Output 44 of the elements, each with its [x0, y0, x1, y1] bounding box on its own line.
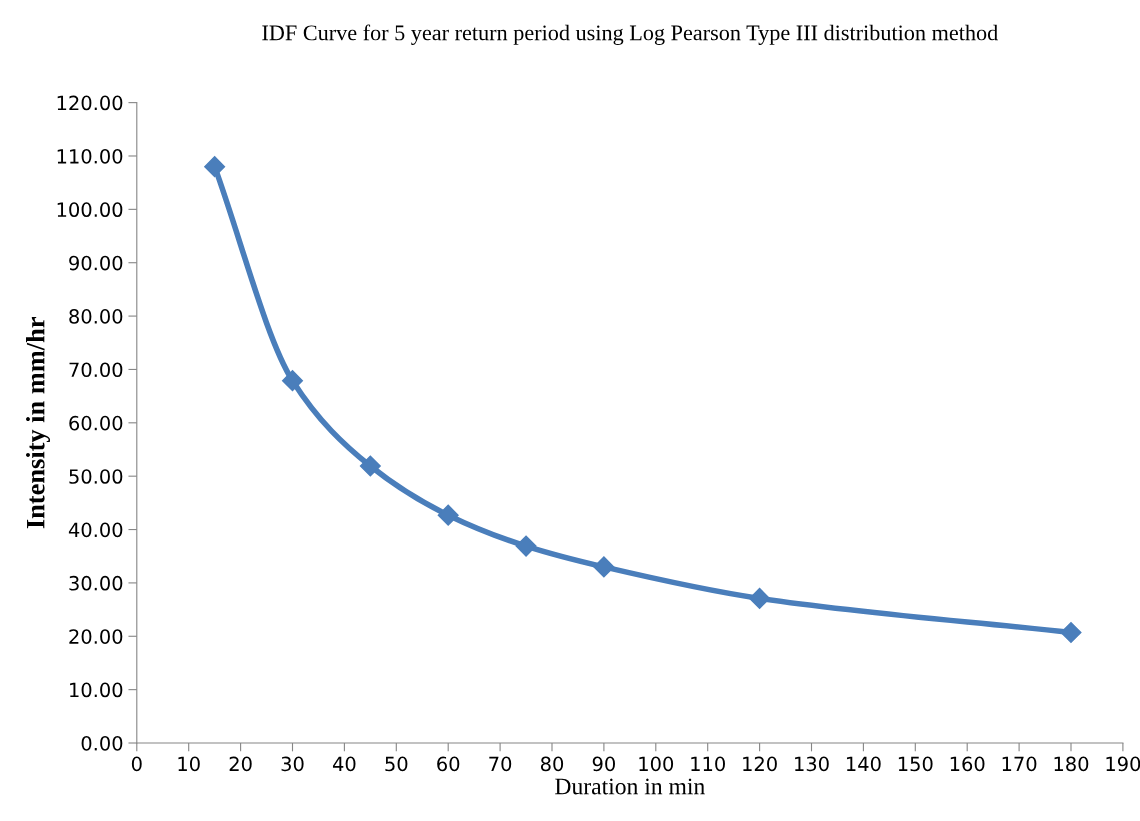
point: [437, 504, 459, 526]
x-tick-label: 130: [795, 756, 829, 772]
x-tick-label: 70: [489, 756, 512, 772]
x-tick-label: 0: [131, 756, 142, 772]
y-tick-label: 80.00: [69, 309, 123, 324]
x-tick-label: 150: [898, 756, 933, 772]
y-tick-label: 90.00: [69, 255, 123, 271]
x-tick-label: 80: [540, 756, 564, 772]
y-tick-label: 70.00: [69, 362, 123, 378]
x-tick-label: 10: [178, 756, 200, 772]
x-tick-label: 110: [691, 756, 725, 772]
x-tick-label: 20: [229, 756, 252, 772]
point: [204, 156, 226, 178]
x-tick-label: 90: [592, 756, 615, 772]
y-tick-label: 60.00: [69, 415, 123, 431]
point: [359, 455, 381, 477]
x-tick-label: 120: [743, 756, 777, 772]
y-tick-label: 50.00: [69, 469, 123, 484]
y-tick-label: 0.00: [81, 735, 123, 751]
x-tick-label: 100: [639, 756, 674, 772]
x-tick-label: 190: [1106, 756, 1140, 772]
point: [749, 587, 771, 609]
point: [593, 556, 615, 578]
point: [1060, 622, 1082, 644]
y-tick-label: 100.00: [57, 202, 123, 218]
x-tick-label: 30: [281, 756, 304, 772]
x-tick-label: 170: [1002, 756, 1037, 772]
y-tick-label: 30.00: [69, 575, 123, 591]
x-axis-title: Duration in min: [555, 778, 705, 795]
chart-title: IDF Curve for 5 year return period using Log Pearson Type III distribution method: [262, 24, 998, 45]
x-tick-label: 40: [332, 756, 356, 772]
point: [281, 370, 304, 392]
y-tick-label: 40.00: [68, 522, 123, 538]
x-tick-label: 180: [1054, 756, 1089, 772]
x-tick-label: 140: [846, 756, 881, 772]
x-tick-label: 60: [437, 756, 460, 772]
y-axis-title: Intensity in mm/hr: [26, 317, 51, 529]
x-tick-label: 160: [950, 756, 985, 772]
point: [515, 535, 537, 557]
y-tick-label: 10.00: [70, 682, 123, 698]
x-tick-label: 50: [385, 756, 408, 772]
y-tick-label: 20.00: [69, 629, 123, 644]
y-tick-label: 120.00: [57, 95, 123, 111]
y-tick-label: 110.00: [57, 148, 123, 164]
